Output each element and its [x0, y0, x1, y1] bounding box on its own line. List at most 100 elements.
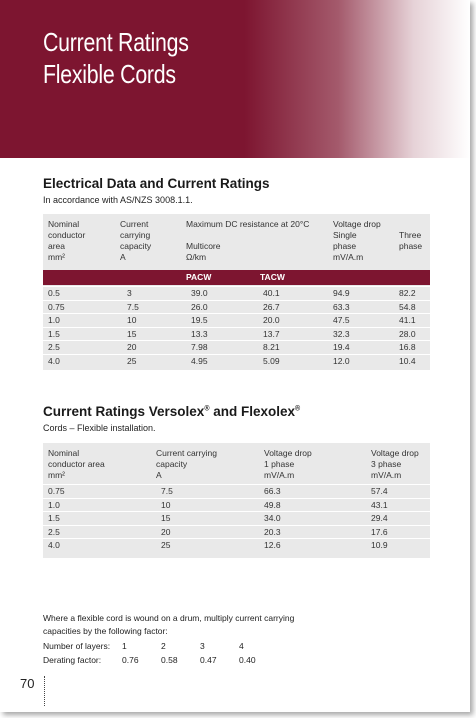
row-divider	[43, 353, 430, 355]
derating-2: 0.58	[161, 655, 178, 665]
derating-label: Derating factor:	[43, 655, 102, 665]
row-divider	[43, 484, 430, 485]
table-cell: 19.4	[333, 342, 350, 352]
table-cell: 15	[127, 328, 137, 339]
table-cell: 20	[127, 342, 137, 352]
header-three-2: phase	[399, 241, 423, 251]
h2-vdrop1-2: 1 phase	[264, 459, 295, 469]
h2-capacity-2: capacity	[156, 459, 188, 469]
table-cell: 29.4	[371, 513, 388, 523]
section2-subtitle: Cords – Flexible installation.	[43, 423, 156, 433]
table-cell: 1.5	[48, 328, 60, 339]
table-cell: 82.2	[399, 288, 416, 298]
header-single-1: Single	[333, 230, 357, 240]
table-cell: 32.3	[333, 328, 350, 339]
header-single-3: mV/A.m	[333, 252, 364, 262]
cable-type-band: PACW TACW	[43, 270, 430, 285]
page-number: 70	[20, 676, 35, 691]
table-cell: 94.9	[333, 288, 350, 298]
table-cell: 47.5	[333, 315, 350, 325]
table-cell: 0.75	[48, 486, 65, 496]
table-cell: 34.0	[264, 513, 281, 523]
layer-2: 2	[161, 641, 166, 651]
table-cell: 15	[161, 513, 171, 523]
row-divider	[43, 313, 430, 314]
layer-4: 4	[239, 641, 244, 651]
h2-vdrop3-1: Voltage drop	[371, 448, 419, 458]
header-vdrop: Voltage drop	[333, 219, 381, 229]
derating-4: 0.40	[239, 655, 256, 665]
table-cell: 54.8	[399, 301, 416, 312]
table-cell: 26.0	[191, 301, 208, 312]
table-cell: 20.3	[264, 526, 281, 537]
h2-area-3: mm²	[48, 470, 65, 480]
header-area-1: Nominal	[48, 219, 80, 229]
table-cell: 12.0	[333, 355, 350, 366]
table-cell: 2.5	[48, 342, 60, 352]
table-cell: 66.3	[264, 486, 281, 496]
note-line-2: capacities by the following factor:	[43, 626, 168, 636]
header-area-3: area	[48, 241, 66, 251]
header-capacity-4: A	[120, 252, 126, 262]
layer-3: 3	[200, 641, 205, 651]
section2-title-main: Current Ratings Versolex	[43, 404, 205, 419]
section2-title-and: and Flexolex	[209, 404, 296, 419]
header-multicore-2: Ω/km	[186, 252, 207, 262]
row-divider	[43, 299, 430, 301]
h2-vdrop1-3: mV/A.m	[264, 470, 295, 480]
table-cell: 43.1	[371, 499, 388, 510]
row-divider	[43, 524, 430, 526]
table-cell: 5.09	[263, 355, 280, 366]
table-cell: 7.98	[191, 342, 208, 352]
ratings-table: Nominal conductor area mm² Current carry…	[43, 443, 430, 558]
registered-mark-1: ®	[204, 405, 210, 413]
header-capacity-2: carrying	[120, 230, 151, 240]
table-cell: 7.5	[127, 301, 139, 312]
table-cell: 25	[127, 355, 137, 366]
table-cell: 10	[127, 315, 137, 325]
table-cell: 20	[161, 526, 171, 537]
title-line-2: Flexible Cords	[43, 59, 176, 89]
table-cell: 7.5	[161, 486, 173, 496]
row-divider	[43, 326, 430, 328]
band-pacw: PACW	[186, 272, 212, 282]
table-cell: 1.5	[48, 513, 60, 523]
section1-subtitle: In accordance with AS/NZS 3008.1.1.	[43, 195, 193, 205]
row-divider	[43, 511, 430, 512]
table-cell: 4.95	[191, 355, 208, 366]
table-cell: 0.75	[48, 301, 65, 312]
row-divider	[43, 497, 430, 499]
table-cell: 12.6	[264, 540, 281, 550]
table-cell: 10	[161, 499, 171, 510]
section1-title: Electrical Data and Current Ratings	[43, 176, 270, 191]
title-line-1: Current Ratings	[43, 27, 189, 57]
header-multicore-1: Multicore	[186, 241, 221, 251]
derating-3: 0.47	[200, 655, 217, 665]
h2-capacity-1: Current carrying	[156, 448, 217, 458]
header-resistance: Maximum DC resistance at 20°C	[186, 219, 310, 229]
table-cell: 17.6	[371, 526, 388, 537]
row-divider	[43, 340, 430, 341]
header-area-4: mm²	[48, 252, 65, 262]
table-cell: 4.0	[48, 355, 60, 366]
table-cell: 2.5	[48, 526, 60, 537]
section2-title: Current Ratings Versolex® and Flexolex®	[43, 404, 300, 419]
row-divider	[43, 538, 430, 539]
header-banner: Current Ratings Flexible Cords	[0, 0, 470, 158]
h2-area-1: Nominal	[48, 448, 80, 458]
table-cell: 16.8	[399, 342, 416, 352]
h2-vdrop3-3: mV/A.m	[371, 470, 402, 480]
table-cell: 19.5	[191, 315, 208, 325]
table-cell: 26.7	[263, 301, 280, 312]
electrical-data-table: Nominal conductor area mm² Current carry…	[43, 214, 430, 370]
table-cell: 0.5	[48, 288, 60, 298]
table-cell: 13.7	[263, 328, 280, 339]
header-capacity-1: Current	[120, 219, 149, 229]
header-area-2: conductor	[48, 230, 86, 240]
table-cell: 25	[161, 540, 171, 550]
header-capacity-3: capacity	[120, 241, 152, 251]
h2-capacity-3: A	[156, 470, 162, 480]
table-cell: 1.0	[48, 315, 60, 325]
derating-1: 0.76	[122, 655, 139, 665]
layers-label: Number of layers:	[43, 641, 111, 651]
